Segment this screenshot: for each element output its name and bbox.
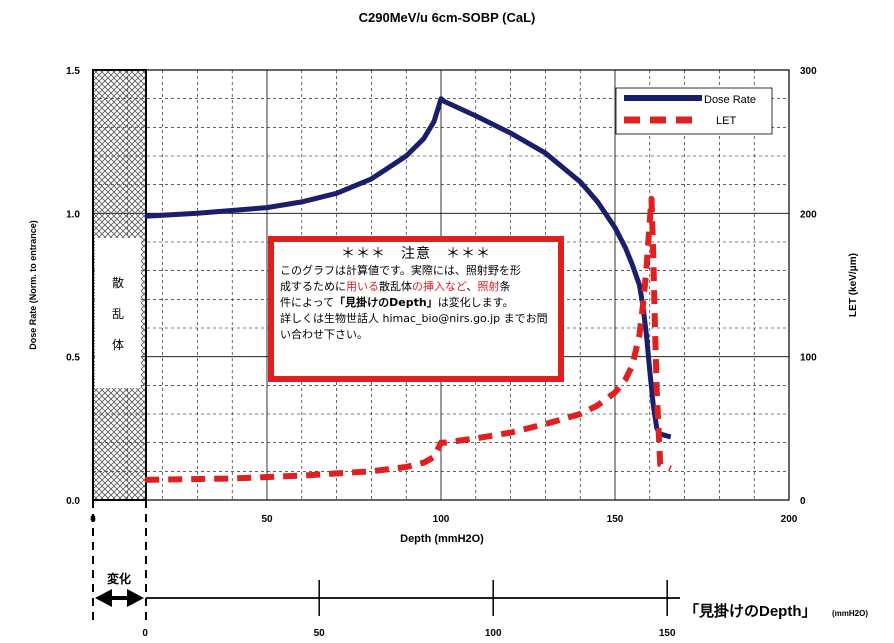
scatterer-char-2: 乱 <box>111 306 124 321</box>
apparent-depth-tick-label: 50 <box>314 628 326 639</box>
scatterer-char-1: 散 <box>111 275 124 290</box>
apparent-depth-tick-label: 100 <box>485 628 502 639</box>
y-right-tick-label: 300 <box>800 66 817 77</box>
notice-highlight: の挿入など <box>412 280 467 293</box>
notice-text: 散乱体 <box>379 280 412 293</box>
notice-text: い合わせ下さい。 <box>280 328 368 341</box>
chart-title: C290MeV/u 6cm-SOBP (CaL) <box>359 10 536 25</box>
y-right-tick-label: 100 <box>800 353 817 364</box>
x-tick-label: 200 <box>781 514 798 525</box>
scatterer-label: 散 乱 体 <box>95 238 141 388</box>
y-left-tick-label: 1.5 <box>66 66 80 77</box>
x-axis-label: Depth (mmH2O) <box>400 533 484 545</box>
notice-box: ＊＊＊ 注意 ＊＊＊ このグラフは計算値です。実際には、照射野を形 成するために… <box>268 236 564 382</box>
x-tick-label: 50 <box>261 514 273 525</box>
y-left-tick-label: 0.5 <box>66 353 80 364</box>
dose-rate-line <box>145 96 672 440</box>
apparent-depth-ticks: 0 50 100 150 <box>142 580 676 639</box>
legend-dose-label: Dose Rate <box>704 94 756 106</box>
y-right-tick-label: 0 <box>800 496 806 507</box>
notice-text: 条 <box>499 280 511 293</box>
notice-highlight: 用いる <box>346 280 379 293</box>
change-arrow-right <box>127 589 144 607</box>
notice-line-2: 成するために用いる散乱体の挿入など、照射条 <box>280 279 552 295</box>
change-label: 変化 <box>107 571 131 586</box>
notice-line-4: 詳しくは生物世話人 himac_bio@nirs.go.jp までお問 <box>280 311 552 327</box>
y-right-axis-label: LET (keV/μm) <box>848 253 859 317</box>
notice-text: このグラフは計算値です。実際には、照射野を形 <box>280 264 521 277</box>
y-right-tick-label: 200 <box>800 209 817 220</box>
x-tick-label: 100 <box>433 514 450 525</box>
notice-text: 件によって <box>280 296 335 309</box>
notice-highlight: 照射 <box>477 280 500 293</box>
legend: Dose Rate LET <box>615 87 773 135</box>
apparent-depth-tick-label: 0 <box>142 628 148 639</box>
notice-heading: ＊＊＊ 注意 ＊＊＊ <box>341 246 491 262</box>
notice-text: 、 <box>466 280 478 293</box>
scatterer-char-3: 体 <box>111 337 124 352</box>
let-line <box>145 196 672 483</box>
notice-bold: 「見掛けのDepth」 <box>334 296 438 309</box>
series-group <box>145 96 672 483</box>
notice-line-1: このグラフは計算値です。実際には、照射野を形 <box>280 263 552 279</box>
notice-text: 成するために <box>280 280 346 293</box>
x-tick-label: 150 <box>607 514 624 525</box>
legend-let-label: LET <box>716 115 736 127</box>
notice-line-3: 件によって「見掛けのDepth」は変化します。 <box>280 295 552 311</box>
apparent-depth-label: 「見掛けのDepth」 <box>684 602 817 620</box>
notice-text: 詳しくは生物世話人 himac_bio@nirs.go.jp までお問 <box>280 312 548 325</box>
notice-text: は変化します。 <box>437 296 514 309</box>
change-arrow-left <box>95 589 112 607</box>
notice-line-5: い合わせ下さい。 <box>280 327 552 343</box>
y-left-tick-label: 0.0 <box>66 496 80 507</box>
apparent-depth-unit: (mmH2O) <box>832 609 868 618</box>
apparent-depth-tick-label: 150 <box>659 628 676 639</box>
y-left-tick-label: 1.0 <box>66 209 80 220</box>
y-left-axis-label: Dose Rate (Norm. to entrance) <box>28 220 38 350</box>
